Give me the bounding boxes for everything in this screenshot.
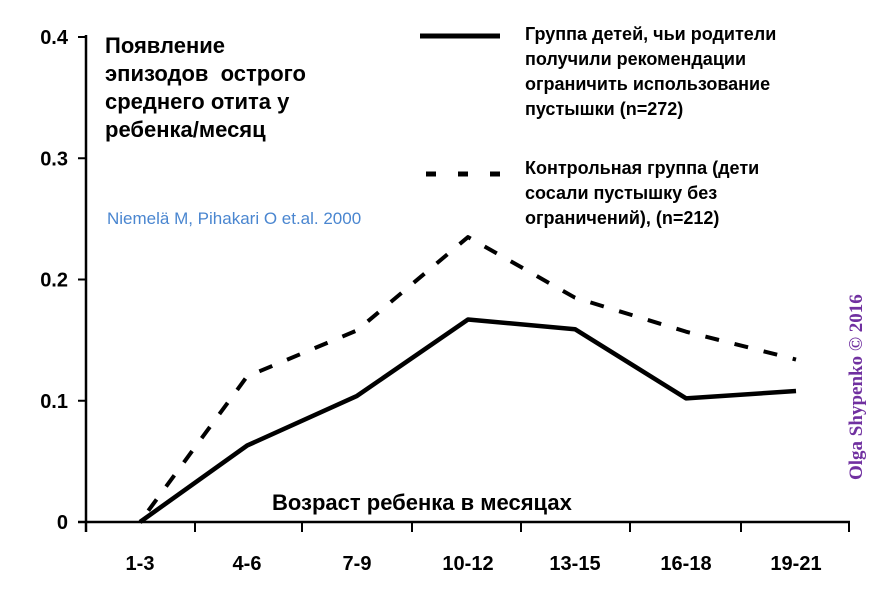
source-citation: Niemelä M, Pihakari O et.al. 2000 bbox=[107, 209, 362, 228]
x-tick-label: 13-15 bbox=[549, 553, 600, 575]
x-tick-label: 7-9 bbox=[343, 553, 372, 575]
x-tick-label: 4-6 bbox=[233, 553, 262, 575]
x-tick-label: 1-3 bbox=[126, 553, 155, 575]
y-tick-label: 0.3 bbox=[40, 148, 68, 170]
x-tick-label: 10-12 bbox=[442, 553, 493, 575]
series-line-2 bbox=[138, 235, 797, 524]
y-tick-label: 0 bbox=[57, 512, 68, 534]
watermark: Olga Shypenko © 2016 bbox=[846, 294, 867, 480]
y-tick-label: 0.4 bbox=[40, 27, 69, 49]
x-tick-label: 19-21 bbox=[770, 553, 821, 575]
x-tick-label: 16-18 bbox=[660, 553, 711, 575]
x-axis-label: Возраст ребенка в месяцах bbox=[272, 490, 572, 515]
legend-label-dashed: Контрольная группа (дети сосали пустышку… bbox=[525, 158, 760, 228]
y-tick-label: 0.1 bbox=[40, 391, 68, 413]
legend-label-solid: Группа детей, чьи родители получили реко… bbox=[525, 24, 777, 119]
chart-title: Появление эпизодов острого среднего отит… bbox=[105, 33, 306, 142]
y-tick-label: 0.2 bbox=[40, 270, 68, 292]
